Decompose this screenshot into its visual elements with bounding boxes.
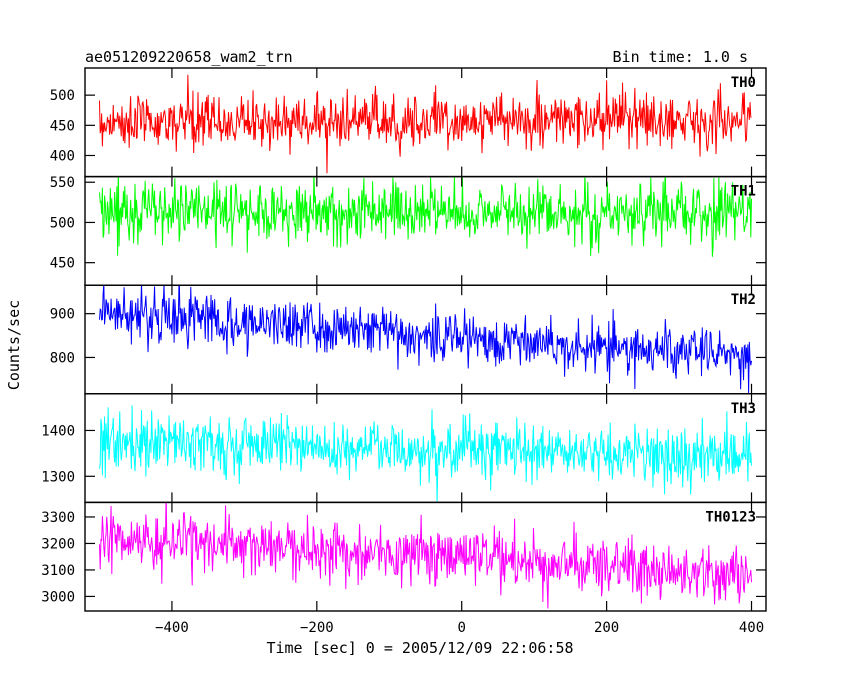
- x-tick-label: 0: [458, 620, 466, 636]
- panel-th0: 400 450 500 TH0: [50, 67, 767, 178]
- y-axis-label: Counts/sec: [5, 300, 23, 390]
- panel-frame: [84, 501, 767, 612]
- panel-th2: 800 900 TH2: [50, 284, 767, 395]
- x-tick-label: 200: [594, 620, 619, 636]
- y-tick-label: 3000: [41, 589, 75, 605]
- series-line-th1: [98, 176, 753, 257]
- series-line-th3: [98, 405, 753, 502]
- y-tick-label: 450: [50, 118, 75, 134]
- panel-label: TH1: [731, 184, 756, 200]
- panel-th3: 1300 1400 TH3: [41, 393, 767, 504]
- y-tick-label: 1300: [41, 469, 75, 485]
- panel-label: TH2: [731, 292, 756, 308]
- panel-label: TH0: [731, 75, 756, 91]
- y-tick-label: 3100: [41, 563, 75, 579]
- panel-stack: 400 450 500 TH0 450 500 550 TH1 800 900 TH2 1300 140…: [41, 67, 767, 612]
- y-tick-label: 3300: [41, 510, 75, 526]
- x-tick-label: −200: [300, 620, 334, 636]
- series-line-th0: [98, 74, 752, 174]
- y-tick-label: 500: [50, 215, 75, 231]
- y-tick-label: 550: [50, 175, 75, 191]
- y-tick-label: 400: [50, 148, 75, 164]
- y-tick-label: 450: [50, 256, 75, 272]
- series-line-th0123: [98, 502, 753, 609]
- panel-label: TH0123: [705, 509, 756, 525]
- x-tick-label: 400: [739, 620, 764, 636]
- y-tick-label: 500: [50, 88, 75, 104]
- panel-label: TH3: [731, 401, 756, 417]
- panel-frame: [84, 393, 767, 504]
- y-tick-label: 1400: [41, 423, 75, 439]
- x-axis-label: Time [sec] 0 = 2005/12/09 22:06:58: [266, 639, 573, 657]
- x-axis: −400 −200 0 200 400: [155, 68, 764, 636]
- y-tick-label: 900: [50, 307, 75, 323]
- series-line-th2: [98, 285, 753, 394]
- y-tick-label: 3200: [41, 536, 75, 552]
- panel-frame: [84, 67, 767, 178]
- panel-th1: 450 500 550 TH1: [50, 175, 767, 286]
- x-tick-label: −400: [155, 620, 189, 636]
- chart-title: ae051209220658_wam2_trn: [85, 48, 293, 66]
- panel-th0123: 3000 3100 3200 3300 TH0123: [41, 501, 767, 612]
- y-tick-label: 800: [50, 350, 75, 366]
- panel-frame: [84, 175, 767, 286]
- bin-time-label: Bin time: 1.0 s: [613, 48, 748, 66]
